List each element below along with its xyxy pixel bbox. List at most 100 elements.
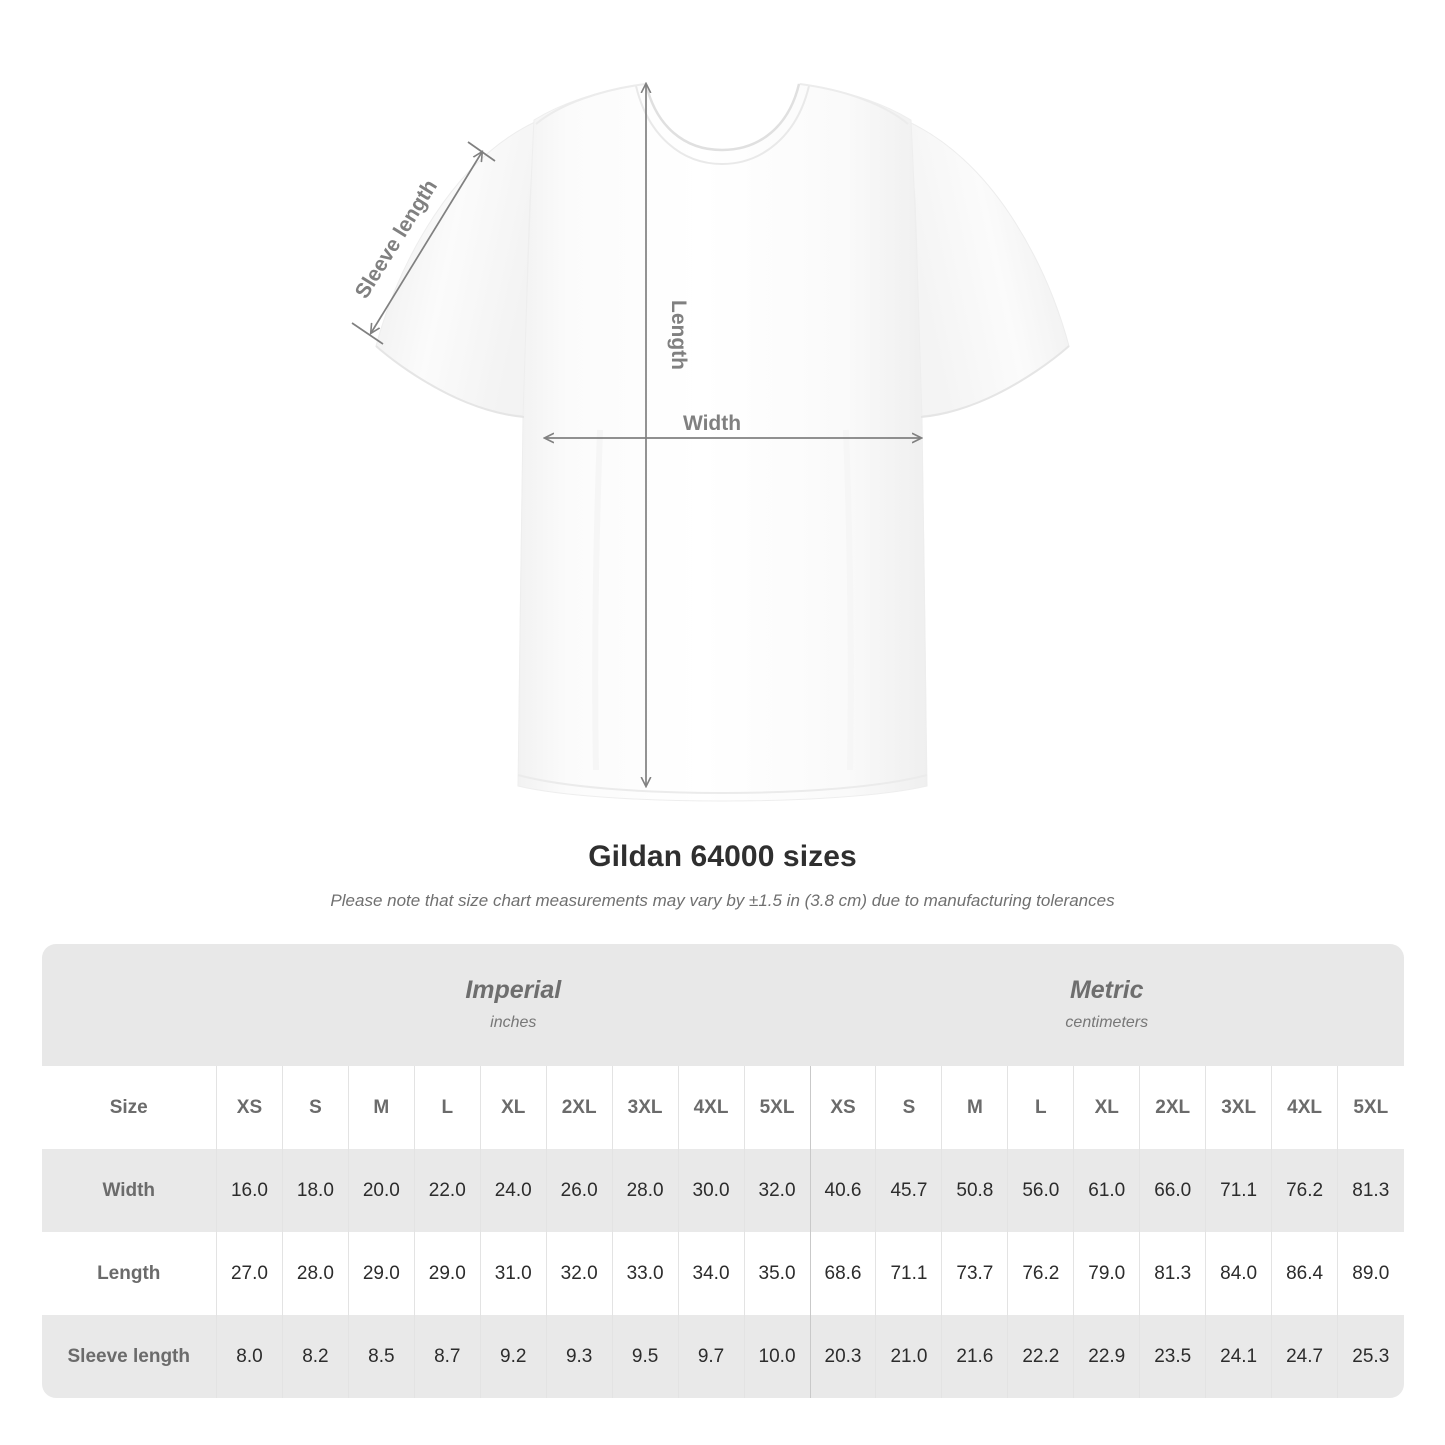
size-header-cell: 5XL: [1337, 1066, 1404, 1149]
tshirt-illustration: Length Width Sleeve length: [351, 0, 1070, 802]
table-cell: 8.5: [347, 1315, 415, 1398]
chart-subtitle: Please note that size chart measurements…: [330, 891, 1115, 910]
table-cell: 29.0: [413, 1232, 481, 1315]
table-cell: 28.0: [281, 1232, 349, 1315]
collar-inner: [644, 83, 801, 152]
table-cell: 66.0: [1139, 1149, 1206, 1232]
table-cell: 9.2: [479, 1315, 547, 1398]
chart-heading-block: Gildan 64000 sizes Please note that size…: [0, 840, 1445, 912]
table-cell: 8.0: [216, 1315, 283, 1398]
size-chart-table-wrap: Imperial inches Metric centimeters Size …: [41, 944, 1404, 1398]
table-cell: 32.0: [545, 1232, 613, 1315]
size-header-cell: M: [941, 1066, 1008, 1149]
table-cell: 61.0: [1073, 1149, 1140, 1232]
fabric-fold: [592, 429, 603, 771]
table-cell: 22.2: [1007, 1315, 1074, 1398]
table-cell: 84.0: [1205, 1232, 1272, 1315]
table-cell: 16.0: [216, 1149, 283, 1232]
size-header-cell: XL: [479, 1066, 547, 1149]
table-cell: 79.0: [1073, 1232, 1140, 1315]
table-cell: 76.2: [1007, 1232, 1074, 1315]
size-header-cell: 2XL: [1139, 1066, 1206, 1149]
size-header-cell: L: [1007, 1066, 1074, 1149]
unit-banner-row: Imperial inches Metric centimeters: [41, 944, 1404, 1066]
fabric-fold: [843, 429, 854, 771]
sleeve-tick-upper: [467, 141, 496, 162]
table-cell: 31.0: [479, 1232, 547, 1315]
width-label: Width: [683, 412, 741, 435]
table-cell: 81.3: [1337, 1149, 1404, 1232]
size-header-row: Size XS S M L XL 2XL 3XL 4XL 5XL XS S M …: [41, 1066, 1404, 1149]
table-cell: 25.3: [1337, 1315, 1404, 1398]
size-header-cell: L: [413, 1066, 481, 1149]
table-cell: 76.2: [1271, 1149, 1338, 1232]
table-row: Width 16.0 18.0 20.0 22.0 24.0 26.0 28.0…: [41, 1149, 1404, 1232]
unit-sub-metric: centimeters: [1065, 1014, 1149, 1031]
table-cell: 27.0: [216, 1232, 283, 1315]
table-cell: 30.0: [677, 1149, 744, 1232]
size-header-cell: 5XL: [743, 1066, 811, 1149]
table-cell: 26.0: [545, 1149, 613, 1232]
table-cell: 40.6: [809, 1149, 876, 1232]
table-row: Length 27.0 28.0 29.0 29.0 31.0 32.0 33.…: [41, 1232, 1404, 1315]
table-cell: 81.3: [1139, 1232, 1206, 1315]
unit-name-imperial: Imperial: [465, 976, 562, 1004]
size-header-cell: M: [347, 1066, 415, 1149]
table-cell: 18.0: [281, 1149, 349, 1232]
table-cell: 8.2: [281, 1315, 349, 1398]
table-cell: 20.3: [809, 1315, 876, 1398]
table-cell: 86.4: [1271, 1232, 1338, 1315]
row-label-sleeve-length: Sleeve length: [41, 1315, 217, 1398]
row-label-width: Width: [41, 1149, 217, 1232]
unit-banner-spacer: [41, 944, 217, 1066]
table-cell: 24.1: [1205, 1315, 1272, 1398]
size-header-cell: XS: [809, 1066, 876, 1149]
table-cell: 34.0: [677, 1232, 744, 1315]
left-sleeve: [375, 121, 536, 417]
shirt-body: [517, 83, 928, 802]
table-cell: 71.1: [1205, 1149, 1272, 1232]
table-cell: 22.9: [1073, 1315, 1140, 1398]
table-cell: 20.0: [347, 1149, 415, 1232]
sleeve-length-arrow: [371, 152, 482, 333]
table-cell: 35.0: [743, 1232, 811, 1315]
right-sleeve-hem: [920, 345, 1070, 418]
sleeve-tick-lower: [351, 322, 384, 345]
table-cell: 9.5: [611, 1315, 679, 1398]
table-cell: 73.7: [941, 1232, 1008, 1315]
table-cell: 71.1: [875, 1232, 942, 1315]
table-cell: 68.6: [809, 1232, 876, 1315]
right-sleeve: [908, 121, 1070, 417]
table-cell: 33.0: [611, 1232, 679, 1315]
table-cell: 32.0: [743, 1149, 811, 1232]
size-header-cell: S: [875, 1066, 942, 1149]
size-header-cell: XL: [1073, 1066, 1140, 1149]
table-row: Sleeve length 8.0 8.2 8.5 8.7 9.2 9.3 9.…: [41, 1315, 1404, 1398]
unit-sub-imperial: inches: [490, 1014, 537, 1031]
tshirt-diagram: Length Width Sleeve length: [351, 0, 1070, 802]
table-cell: 89.0: [1337, 1232, 1404, 1315]
size-chart-table: Imperial inches Metric centimeters Size …: [41, 944, 1404, 1398]
page-title: Gildan 64000 sizes: [588, 840, 857, 873]
left-sleeve-hem: [375, 345, 525, 418]
table-cell: 24.0: [479, 1149, 547, 1232]
size-header-cell: 4XL: [677, 1066, 744, 1149]
table-cell: 9.7: [677, 1315, 744, 1398]
table-cell: 50.8: [941, 1149, 1008, 1232]
left-shoulder-seam: [535, 83, 646, 125]
table-cell: 22.0: [413, 1149, 481, 1232]
size-header-cell: 4XL: [1271, 1066, 1338, 1149]
right-shoulder-seam: [799, 83, 909, 125]
size-corner-label: Size: [41, 1066, 217, 1149]
table-cell: 23.5: [1139, 1315, 1206, 1398]
table-cell: 21.0: [875, 1315, 942, 1398]
unit-name-metric: Metric: [1069, 976, 1144, 1004]
size-header-cell: XS: [216, 1066, 283, 1149]
unit-banner-imperial: Imperial inches: [216, 944, 811, 1066]
size-header-cell: 3XL: [611, 1066, 679, 1149]
bottom-hem: [517, 774, 928, 795]
table-cell: 45.7: [875, 1149, 942, 1232]
table-cell: 28.0: [611, 1149, 679, 1232]
length-label: Length: [667, 300, 690, 370]
size-header-cell: 2XL: [545, 1066, 613, 1149]
